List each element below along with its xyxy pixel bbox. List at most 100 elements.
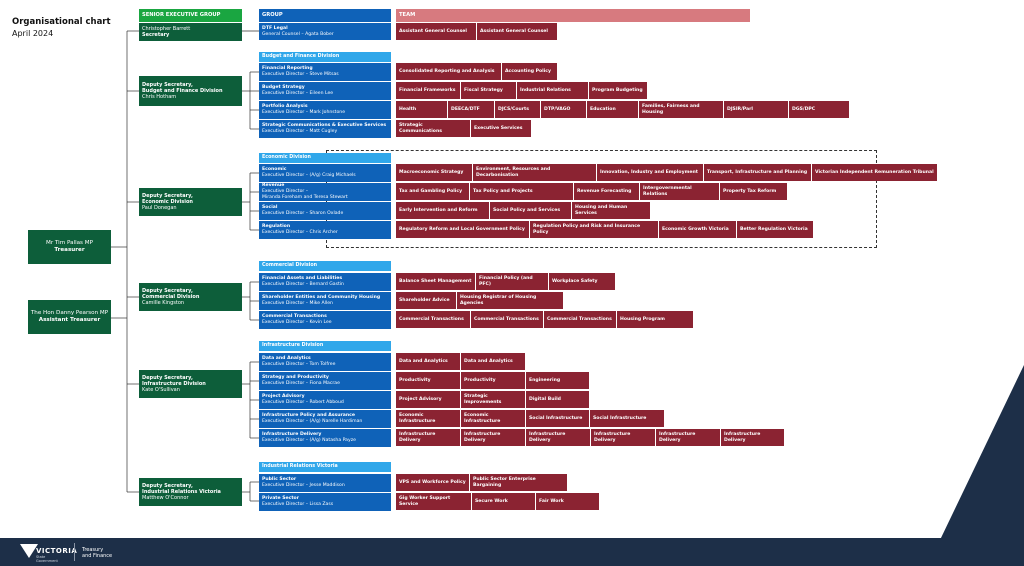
group-director: Executive Director – Kevin Lee	[262, 320, 332, 325]
team-box: Program Budgeting	[589, 82, 647, 99]
group-name: Infrastructure Delivery	[262, 432, 322, 438]
team-box: Project Advisory	[396, 391, 460, 408]
group-header: GROUP	[259, 9, 391, 22]
team-box: Commercial Transactions	[471, 311, 543, 328]
team-box: Accounting Policy	[502, 63, 557, 80]
group-director: Executive Director – Eileen Lee	[262, 91, 334, 96]
team-box: Economic Growth Victoria	[659, 221, 736, 238]
group-box: Economic Executive Director – (A/g) Crai…	[259, 164, 391, 182]
team-box: Infrastructure Delivery	[721, 429, 784, 446]
chart-title: Organisational chart	[12, 17, 111, 27]
deputy-title: Deputy Secretary,	[142, 193, 193, 199]
deputy-secretary-box: Deputy Secretary, Economic Division Paul…	[139, 188, 242, 216]
footer-divider	[74, 543, 75, 561]
group-box: Regulation Executive Director – Chris Ar…	[259, 221, 391, 239]
team-box: Commercial Transactions	[396, 311, 470, 328]
team-box: Industrial Relations	[517, 82, 588, 99]
team-row: Project Advisory Strategic Improvements …	[396, 391, 589, 408]
group-box: Budget Strategy Executive Director – Eil…	[259, 82, 391, 100]
team-box: Infrastructure Delivery	[656, 429, 720, 446]
team-row: Assistant General Counsel Assistant Gene…	[396, 23, 557, 40]
group-box: Private Sector Executive Director – Liss…	[259, 493, 391, 511]
deputy-name: Paul Donegan	[142, 205, 177, 211]
group-name: Data and Analytics	[262, 356, 311, 362]
team-box: Infrastructure Delivery	[591, 429, 655, 446]
department-name-line: Treasury	[82, 547, 104, 553]
group-name: Public Sector	[262, 477, 297, 483]
group-director: Executive Director – Tom Tolfree	[262, 362, 336, 367]
group-director: Executive Director – Robert Abboud	[262, 400, 344, 405]
group-name: Budget Strategy	[262, 85, 305, 91]
group-director: Executive Director – Steve Mitsas	[262, 72, 339, 77]
team-box: Economic Infrastructure	[461, 410, 525, 427]
division-heading: Economic Division	[259, 153, 391, 163]
deputy-secretary-box: Deputy Secretary, Budget and Finance Div…	[139, 76, 242, 106]
group-director: Executive Director – Matt Cugley	[262, 129, 338, 134]
team-box: Property Tax Reform	[720, 183, 787, 200]
team-row: Commercial Transactions Commercial Trans…	[396, 311, 693, 328]
team-box: Secure Work	[472, 493, 535, 510]
team-box: Gig Worker Support Service	[396, 493, 471, 510]
team-row: Financial Frameworks Fiscal Strategy Ind…	[396, 82, 647, 99]
group-name: Economic	[262, 167, 287, 173]
group-director: Executive Director – Lissa Zass	[262, 502, 334, 507]
team-box: Social Infrastructure	[590, 410, 664, 427]
group-name: Infrastructure Policy and Assurance	[262, 413, 355, 419]
deputy-secretary-box: Deputy Secretary, Industrial Relations V…	[139, 478, 242, 506]
minister-role: Assistant Treasurer	[38, 317, 101, 323]
group-box: Revenue Executive Director – Miranda For…	[259, 183, 391, 201]
team-box: Intergovernmental Relations	[640, 183, 719, 200]
group-director: Executive Director – Sharon Oxlade	[262, 211, 344, 216]
deputy-division: Industrial Relations Victoria	[142, 489, 221, 495]
team-row: Data and Analytics Data and Analytics	[396, 353, 525, 370]
group-name: Financial Reporting	[262, 66, 313, 72]
logo-subtext: State Government	[36, 555, 58, 563]
group-name: Financial Assets and Liabilities	[262, 276, 343, 282]
group-director-names: Miranda Foreham and Teresa Stewart	[262, 194, 348, 200]
team-box: Social Infrastructure	[526, 410, 589, 427]
group-name: Social	[262, 205, 278, 211]
group-name: Strategic Communications & Executive Ser…	[262, 123, 387, 129]
deputy-title: Deputy Secretary,	[142, 288, 193, 294]
team-row: Health DEECA/DTF DJCS/Courts DTP/VAGO Ed…	[396, 101, 849, 118]
deputy-name: Kate O'Sullivan	[142, 387, 180, 393]
team-box: Tax Policy and Projects	[470, 183, 573, 200]
team-box: Environment, Resources and Decarbonisati…	[473, 164, 596, 181]
logo-subtext-line: Government	[36, 559, 58, 563]
minister-name: The Hon Danny Pearson MP	[30, 310, 109, 316]
minister-name: Mr Tim Pallas MP	[46, 240, 93, 246]
group-box: Shareholder Entities and Community Housi…	[259, 292, 391, 310]
team-box: Revenue Forecasting	[574, 183, 639, 200]
group-box: Financial Reporting Executive Director –…	[259, 63, 391, 81]
team-box: DEECA/DTF	[448, 101, 494, 118]
chart-date: April 2024	[12, 29, 54, 38]
group-director: Executive Director – Mike Allen	[262, 301, 333, 306]
group-director: Executive Director – (A/g) Narelle Hardi…	[262, 419, 363, 424]
team-box: Victorian Independent Remuneration Tribu…	[812, 164, 937, 181]
team-row: Productivity Productivity Engineering	[396, 372, 589, 389]
deputy-name: Chris Hotham	[142, 94, 177, 100]
team-box: DTP/VAGO	[541, 101, 586, 118]
deputy-name: Camille Kingston	[142, 300, 185, 306]
group-director: Executive Director – (A/g) Natasha Payze	[262, 438, 356, 443]
team-row: Regulatory Reform and Local Government P…	[396, 221, 813, 238]
team-box: Strategic Improvements	[461, 391, 525, 408]
team-row: Economic Infrastructure Economic Infrast…	[396, 410, 664, 427]
team-box: Balance Sheet Management	[396, 273, 475, 290]
team-box: Tax and Gambling Policy	[396, 183, 469, 200]
team-box: Consolidated Reporting and Analysis	[396, 63, 501, 80]
team-box: DGS/DPC	[789, 101, 849, 118]
team-row: Tax and Gambling Policy Tax Policy and P…	[396, 183, 787, 200]
team-row: Macroeconomic Strategy Environment, Reso…	[396, 164, 937, 181]
team-box: Productivity	[396, 372, 460, 389]
group-director: Executive Director – Fiona Macrae	[262, 381, 340, 386]
team-box: Data and Analytics	[461, 353, 525, 370]
team-row: Shareholder Advice Housing Registrar of …	[396, 292, 563, 309]
team-row: VPS and Workforce Policy Public Sector E…	[396, 474, 567, 491]
team-box: Regulatory Reform and Local Government P…	[396, 221, 529, 238]
group-box: DTF Legal General Counsel – Agata Bober	[259, 23, 391, 40]
team-box: Assistant General Counsel	[396, 23, 476, 40]
team-box: Regulation Policy and Risk and Insurance…	[530, 221, 658, 238]
team-box: Executive Services	[471, 120, 531, 137]
